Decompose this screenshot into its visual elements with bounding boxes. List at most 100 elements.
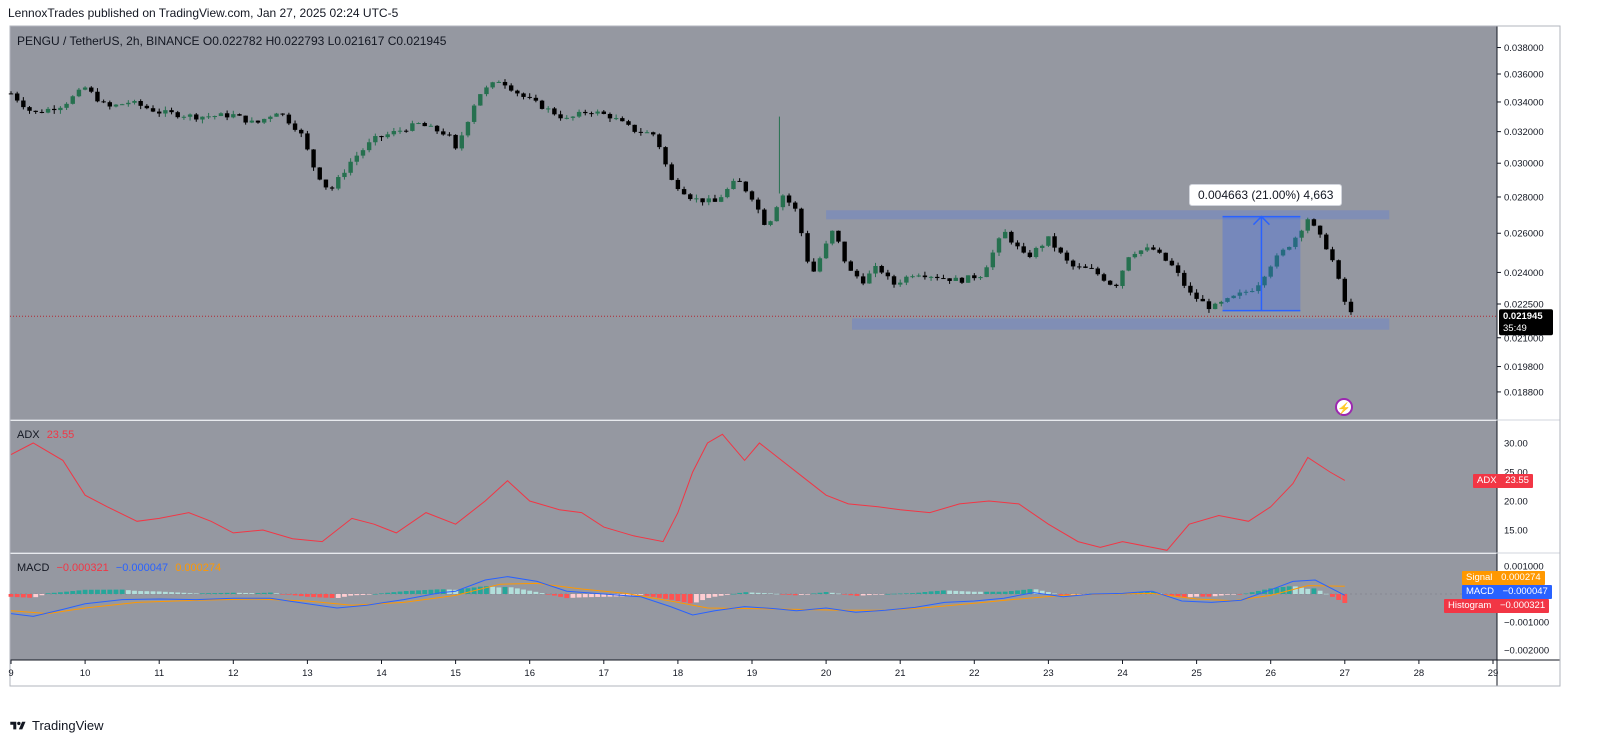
price-tick-label: 0.036000 xyxy=(1504,70,1544,81)
macd-histogram-bar xyxy=(971,591,977,594)
macd-histogram-bar xyxy=(978,591,983,594)
candle-down xyxy=(14,93,20,101)
macd-legend[interactable]: MACD −0.000321 −0.000047 0.000274 xyxy=(17,562,221,574)
candle-up xyxy=(397,130,403,132)
macd-histogram-bar xyxy=(403,591,409,594)
macd-histogram-bar xyxy=(805,594,810,595)
lightning-event-icon[interactable]: ⚡ xyxy=(1335,398,1353,416)
measure-label[interactable]: 0.004663 (21.00%) 4,663 xyxy=(1189,184,1343,206)
candle-down xyxy=(688,194,693,200)
candle-up xyxy=(1002,231,1008,239)
macd-histogram-bar xyxy=(1064,594,1070,596)
macd-histogram-bar xyxy=(582,594,588,598)
macd-histogram-bar xyxy=(903,593,909,594)
macd-histogram-bar xyxy=(650,594,656,597)
signal-line xyxy=(10,582,1345,615)
macd-histogram-bar xyxy=(570,594,576,598)
macd-histogram-bar xyxy=(33,594,39,598)
macd-histogram-bar xyxy=(453,589,458,594)
macd-histogram-bar xyxy=(20,594,26,598)
time-tick-label: 29 xyxy=(1488,668,1499,679)
candle-up xyxy=(342,172,347,178)
macd-histogram-bar xyxy=(230,592,236,594)
candle-up xyxy=(774,207,779,222)
time-tick-label: 14 xyxy=(376,668,387,679)
candle-up xyxy=(1305,219,1310,231)
candle-up xyxy=(978,277,983,279)
measure-tool xyxy=(1222,215,1301,312)
macd-histogram-bar xyxy=(484,586,489,594)
macd-histogram-bar xyxy=(459,589,465,594)
macd-histogram-bar xyxy=(1231,594,1237,595)
candle-down xyxy=(1157,249,1162,253)
candle-down xyxy=(972,275,977,279)
macd-histogram-bar xyxy=(360,594,366,595)
candle-down xyxy=(1070,260,1076,267)
candle-up xyxy=(1225,298,1230,302)
macd-histogram-bar xyxy=(860,594,866,596)
candle-down xyxy=(1342,278,1347,302)
macd-histogram-bar xyxy=(366,594,372,595)
price-tick-label: 0.019800 xyxy=(1504,362,1544,373)
candle-down xyxy=(959,277,965,283)
macd-histogram-bar xyxy=(996,591,1002,594)
macd-histogram-bar xyxy=(626,594,631,597)
symbol-ohlc-line: PENGU / TetherUS, 2h, BINANCE O0.022782 … xyxy=(17,34,446,48)
macd-histogram-bar xyxy=(113,589,119,594)
macd-histogram-bar xyxy=(261,592,267,594)
macd-histogram-bar xyxy=(181,592,187,594)
candle-up xyxy=(268,116,273,119)
candle-up xyxy=(478,94,483,106)
macd-histogram-bar xyxy=(1021,589,1027,594)
macd-histogram-bar xyxy=(354,594,360,596)
candle-up xyxy=(218,113,224,117)
candle-down xyxy=(89,87,94,92)
macd-tick-label: −0.001000 xyxy=(1504,618,1549,629)
macd-histogram-bar xyxy=(323,594,329,598)
price-axis-bg xyxy=(1497,26,1560,660)
axes: 0.038000 0.036000 0.034000 0.032000 0.030000… xyxy=(8,43,1549,679)
candle-up xyxy=(1256,285,1261,292)
candle-down xyxy=(657,134,662,148)
price-tick-label: 0.022500 xyxy=(1504,300,1544,311)
adx-tick-label: 30.00 xyxy=(1504,439,1528,450)
candle-down xyxy=(27,107,32,111)
macd-histogram-bar xyxy=(379,593,384,594)
macd-tag-name: MACD xyxy=(1466,586,1494,597)
candle-up xyxy=(1262,276,1267,286)
macd-histogram-bar xyxy=(1200,594,1206,597)
macd-histogram-bar xyxy=(385,592,391,594)
macd-histogram-bar xyxy=(663,594,668,599)
adx-legend[interactable]: ADX 23.55 xyxy=(17,429,74,441)
candle-up xyxy=(496,81,502,83)
candle-down xyxy=(799,208,804,234)
candle-down xyxy=(1324,234,1329,250)
time-tick-label: 18 xyxy=(673,668,684,679)
candle-down xyxy=(1095,268,1100,275)
macd-histogram-bar xyxy=(1323,593,1329,595)
candle-up xyxy=(965,275,971,283)
candle-up xyxy=(1120,270,1125,286)
macd-histogram-bar xyxy=(675,594,681,601)
macd-histogram-bar xyxy=(255,593,261,594)
candle-up xyxy=(113,104,119,107)
candle-down xyxy=(107,102,112,107)
macd-label: MACD xyxy=(17,562,50,574)
candle-down xyxy=(1058,247,1063,253)
publisher-header: LennoxTrades published on TradingView.co… xyxy=(8,6,399,20)
candle-up xyxy=(904,276,909,283)
candle-down xyxy=(620,118,625,122)
candle-up xyxy=(70,96,75,104)
macd-histogram-bar xyxy=(879,594,885,595)
macd-histogram-bar xyxy=(1293,586,1298,594)
adx-tick-label: 15.00 xyxy=(1504,526,1528,537)
time-tick-label: 23 xyxy=(1043,668,1054,679)
macd-histogram-bar xyxy=(169,592,174,594)
macd-histogram-bar xyxy=(502,586,508,594)
macd-histogram-bar xyxy=(829,592,835,594)
macd-line-value: −0.000047 xyxy=(115,562,169,574)
candle-down xyxy=(292,123,298,130)
candle-up xyxy=(644,132,650,134)
macd-histogram-bar xyxy=(576,594,582,598)
